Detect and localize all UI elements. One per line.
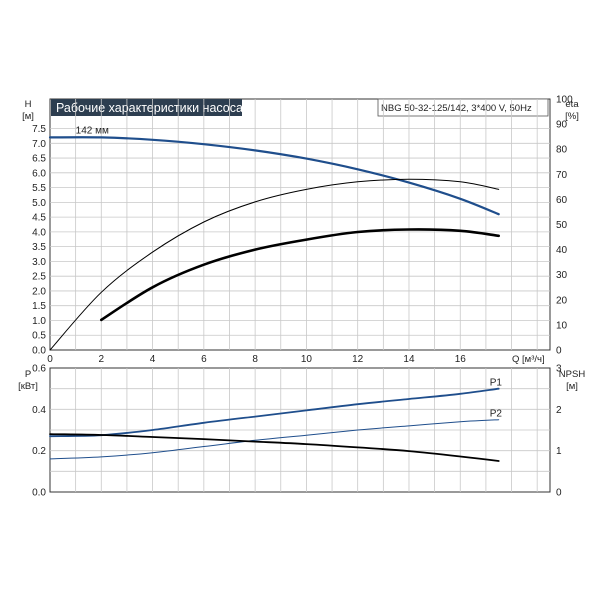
y-tick-label-eta: 40 (556, 245, 568, 256)
series-label-p2: P2 (490, 409, 503, 420)
y-tick-label-eta: 0 (556, 346, 562, 357)
y-tick-label-eta: 20 (556, 295, 568, 306)
model-label: NBG 50-32-125/142, 3*400 V, 50Hz (381, 103, 532, 114)
y-tick-label-head: 6.0 (32, 168, 46, 179)
y-tick-label-eta: 90 (556, 120, 568, 131)
y-tick-label-head: 7.5 (32, 124, 46, 135)
y-tick-label-head: 3.0 (32, 257, 46, 268)
y-axis-label-npsh: NPSH (559, 369, 586, 380)
head-curve-annotation: 142 мм (76, 125, 109, 136)
y-tick-label-head: 1.5 (32, 301, 46, 312)
chart-marks: 0 2 4 6 8 10 12 14 160.00.51.01.52.02.53.03.54.0… (32, 95, 573, 499)
x-axis-label-flow: Q [м³/ч] (512, 354, 545, 365)
y-axis-unit-head: [м] (22, 111, 34, 122)
head-curve-line (48, 136, 500, 216)
x-tick-label: 16 (455, 354, 467, 365)
y-tick-label-head: 7.0 (32, 139, 46, 150)
y-tick-label-head: 6.5 (32, 154, 46, 165)
y-tick-label-head: 5.0 (32, 198, 46, 209)
x-tick-label: 0 (47, 354, 53, 365)
npsh-curve-line (49, 433, 500, 462)
y-tick-label-eta: 80 (556, 145, 568, 156)
y-axis-unit-eta: [%] (565, 111, 579, 122)
y-tick-label-eta: 100 (556, 95, 573, 106)
efficiency-curve-line (49, 178, 500, 351)
y-tick-label-head: 5.5 (32, 183, 46, 194)
top-plot-frame (49, 98, 551, 351)
x-tick-label: 10 (301, 354, 313, 365)
y-tick-label-eta: 50 (556, 220, 568, 231)
chart-title: Рабочие характеристики насоса (56, 101, 243, 115)
x-tick-label: 6 (201, 354, 207, 365)
y-axis-label-eta: eta (565, 99, 579, 110)
y-tick-label-eta: 10 (556, 320, 568, 331)
y-tick-label-power: 0.0 (32, 488, 46, 499)
chart-title-box (51, 99, 242, 116)
y-tick-label-eta: 70 (556, 170, 568, 181)
y-axis-unit-npsh: [м] (566, 381, 578, 392)
series-label-p1: P1 (490, 378, 503, 389)
y-tick-label-npsh: 0 (556, 488, 562, 499)
y-tick-label-head: 4.0 (32, 227, 46, 238)
y-tick-label-head: 0.0 (32, 346, 46, 357)
x-tick-label: 2 (99, 354, 105, 365)
y-axis-label-power: P (25, 369, 31, 380)
y-tick-label-head: 4.5 (32, 213, 46, 224)
efficiency-curve-bold-line (100, 228, 500, 322)
y-tick-label-head: 2.5 (32, 272, 46, 283)
y-tick-label-head: 0.5 (32, 331, 46, 342)
x-tick-label: 14 (403, 354, 415, 365)
model-label-box (377, 98, 549, 117)
y-tick-label-power: 0.6 (32, 364, 46, 375)
power-p1-curve-line (49, 387, 500, 438)
y-tick-label-head: 1.0 (32, 316, 46, 327)
y-tick-label-npsh: 2 (556, 405, 562, 416)
y-tick-label-head: 3.5 (32, 242, 46, 253)
y-axis-unit-power: [кВт] (18, 381, 38, 392)
x-tick-label: 8 (252, 354, 258, 365)
x-tick-label: 12 (352, 354, 364, 365)
y-tick-label-npsh: 1 (556, 446, 562, 457)
power-p2-curve-line (49, 419, 500, 460)
y-tick-label-eta: 30 (556, 270, 568, 281)
y-axis-label-head: H (25, 99, 32, 110)
y-tick-label-power: 0.4 (32, 405, 46, 416)
y-tick-label-head: 2.0 (32, 286, 46, 297)
y-tick-label-npsh: 3 (556, 364, 562, 375)
y-tick-label-power: 0.2 (32, 446, 46, 457)
x-tick-label: 4 (150, 354, 156, 365)
y-tick-label-eta: 60 (556, 195, 568, 206)
